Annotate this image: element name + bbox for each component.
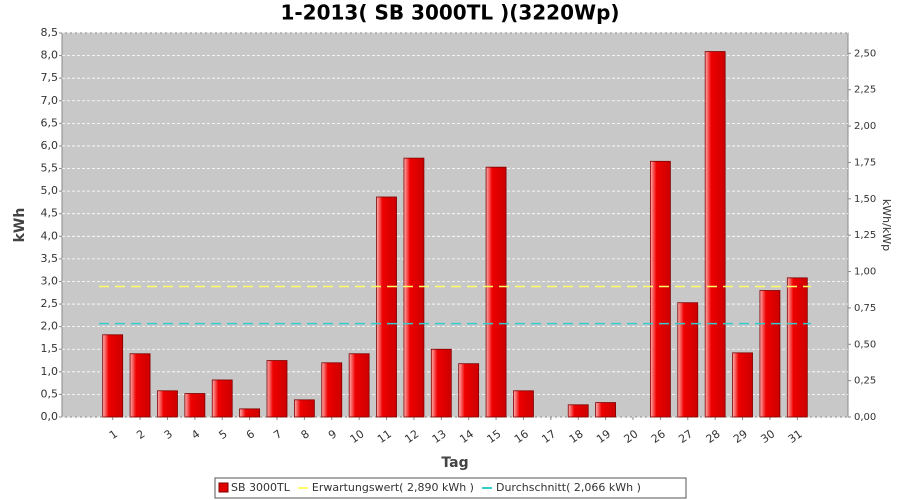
bar bbox=[786, 277, 808, 418]
y-tick-label: 2,0 bbox=[41, 320, 59, 333]
x-tick-label: 30 bbox=[758, 427, 777, 446]
x-tick-label: 19 bbox=[594, 427, 613, 446]
y2-tick-label: 0,25 bbox=[854, 376, 876, 387]
x-tick-label: 20 bbox=[622, 427, 641, 446]
y-tick-label: 8,0 bbox=[41, 49, 59, 62]
x-tick-label: 2 bbox=[134, 427, 147, 442]
legend-swatch bbox=[218, 482, 229, 493]
bar bbox=[239, 408, 261, 418]
x-tick-label: 12 bbox=[402, 427, 421, 446]
y-tick-label: 6,5 bbox=[41, 116, 59, 129]
y2-axis-label: kWh/kWp bbox=[880, 199, 893, 251]
y-tick-label: 4,0 bbox=[41, 229, 59, 242]
y-tick-label: 1,5 bbox=[41, 342, 59, 355]
x-tick-label: 18 bbox=[567, 427, 586, 446]
bar bbox=[184, 393, 206, 418]
x-axis-label: Tag bbox=[441, 455, 468, 471]
y-tick-label: 8,5 bbox=[41, 26, 59, 39]
bar bbox=[129, 353, 151, 418]
bar bbox=[458, 363, 480, 418]
x-tick-label: 16 bbox=[512, 427, 531, 446]
legend-label: Durchschnitt( 2,066 kWh ) bbox=[496, 481, 641, 494]
x-tick-label: 15 bbox=[485, 427, 504, 446]
bar bbox=[567, 404, 589, 418]
y2-tick-label: 1,50 bbox=[854, 194, 876, 205]
x-tick-label: 17 bbox=[539, 427, 558, 446]
x-tick-label: 7 bbox=[271, 427, 284, 442]
y2-tick-label: 0,50 bbox=[854, 339, 876, 350]
bar bbox=[485, 166, 507, 418]
legend-label: SB 3000TL bbox=[231, 481, 291, 494]
x-tick-label: 10 bbox=[348, 427, 367, 446]
y-tick-label: 0,0 bbox=[41, 410, 59, 423]
bar bbox=[513, 390, 534, 418]
bar bbox=[321, 362, 343, 418]
x-tick-label: 4 bbox=[189, 427, 202, 442]
plot-area bbox=[61, 32, 849, 418]
y2-tick-label: 2,25 bbox=[854, 85, 876, 96]
y-tick-label: 4,5 bbox=[41, 207, 59, 220]
bar bbox=[266, 360, 288, 418]
bar bbox=[759, 290, 781, 418]
x-tick-label: 14 bbox=[457, 427, 476, 446]
y-axis-label: kWh bbox=[12, 208, 28, 243]
y-tick-label: 2,5 bbox=[41, 297, 59, 310]
bar bbox=[677, 302, 699, 418]
y2-tick-label: 0,00 bbox=[854, 412, 876, 423]
bar bbox=[732, 352, 753, 418]
bar bbox=[430, 348, 452, 418]
y2-tick-label: 0,75 bbox=[854, 303, 876, 314]
chart-title: 1-2013( SB 3000TL )(3220Wp) bbox=[280, 1, 619, 25]
x-tick-label: 3 bbox=[162, 427, 175, 442]
y-tick-label: 3,5 bbox=[41, 252, 59, 265]
y-tick-label: 5,0 bbox=[41, 184, 59, 197]
x-tick-label: 8 bbox=[299, 427, 312, 442]
y-tick-label: 7,0 bbox=[41, 94, 59, 107]
legend bbox=[214, 477, 687, 499]
y-tick-label: 6,0 bbox=[41, 139, 59, 152]
bar bbox=[376, 196, 397, 418]
x-tick-label: 26 bbox=[649, 427, 668, 446]
bar bbox=[649, 160, 671, 418]
bar bbox=[211, 379, 233, 418]
x-tick-label: 11 bbox=[375, 427, 394, 446]
bar bbox=[157, 390, 178, 418]
x-tick-label: 28 bbox=[704, 427, 723, 446]
x-tick-label: 1 bbox=[107, 427, 120, 442]
bar bbox=[595, 402, 617, 418]
bar bbox=[403, 157, 425, 418]
y2-tick-label: 1,25 bbox=[854, 230, 876, 241]
x-tick-label: 29 bbox=[731, 427, 750, 446]
bar bbox=[348, 353, 370, 418]
y2-tick-label: 2,50 bbox=[854, 48, 876, 59]
y2-tick-label: 1,75 bbox=[854, 157, 876, 168]
legend-label: Erwartungswert( 2,890 kWh ) bbox=[312, 481, 474, 494]
y-tick-label: 3,0 bbox=[41, 274, 59, 287]
bar bbox=[704, 51, 726, 418]
bar bbox=[293, 399, 315, 418]
y-tick-label: 0,5 bbox=[41, 387, 59, 400]
y2-tick-label: 1,00 bbox=[854, 267, 876, 278]
x-tick-label: 31 bbox=[786, 427, 805, 446]
x-tick-label: 27 bbox=[676, 427, 695, 446]
y-tick-label: 7,5 bbox=[41, 71, 59, 84]
y2-tick-label: 2,00 bbox=[854, 121, 876, 132]
y-tick-label: 1,0 bbox=[41, 365, 59, 378]
x-tick-label: 13 bbox=[430, 427, 449, 446]
x-tick-label: 9 bbox=[326, 427, 339, 442]
bar bbox=[102, 334, 124, 418]
x-tick-label: 5 bbox=[216, 427, 229, 442]
y-tick-label: 5,5 bbox=[41, 162, 59, 175]
x-tick-label: 6 bbox=[244, 427, 257, 442]
